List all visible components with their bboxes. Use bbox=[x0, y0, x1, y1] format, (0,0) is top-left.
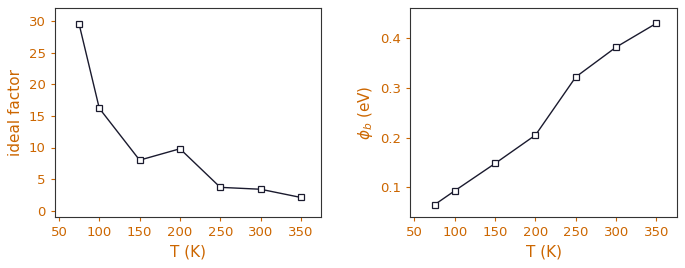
X-axis label: T (K): T (K) bbox=[525, 245, 562, 260]
Y-axis label: $\phi_b$ (eV): $\phi_b$ (eV) bbox=[356, 85, 375, 140]
X-axis label: T (K): T (K) bbox=[170, 245, 206, 260]
Y-axis label: ideal factor: ideal factor bbox=[8, 69, 23, 156]
